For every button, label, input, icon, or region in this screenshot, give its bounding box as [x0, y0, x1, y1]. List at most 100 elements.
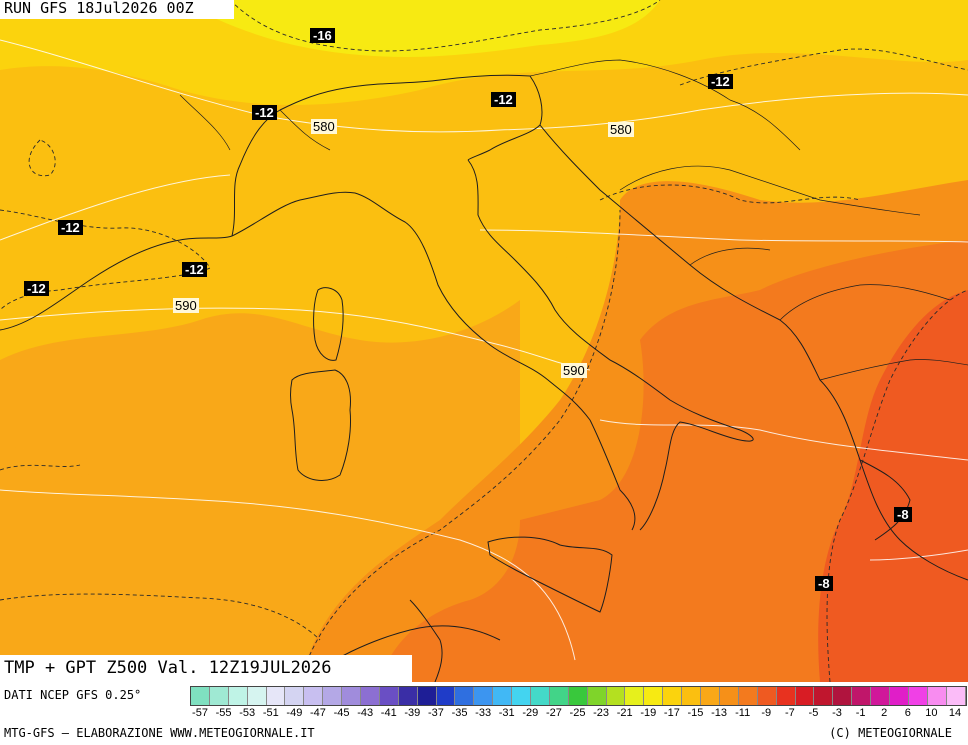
field-patch-adriatic	[560, 255, 599, 280]
field-yellow	[180, 0, 660, 57]
legend-tick-label: -55	[215, 707, 232, 719]
legend-tick-label: -3	[832, 707, 842, 719]
legend-tick-label: -39	[404, 707, 421, 719]
legend-swatch	[266, 687, 286, 705]
legend-swatch	[342, 687, 362, 705]
legend-tick-label: -9	[761, 707, 772, 719]
legend-tick-label: -35	[451, 707, 468, 719]
legend-swatch	[568, 687, 588, 705]
legend-tick-label: -41	[380, 707, 397, 719]
legend-swatch	[323, 687, 343, 705]
legend-swatch	[757, 687, 777, 705]
legend-swatch	[361, 687, 380, 705]
legend-tick-label: -33	[475, 707, 492, 719]
legend-swatch	[795, 687, 815, 705]
credit-left: MTG-GFS – ELABORAZIONE WWW.METEOGIORNALE…	[4, 726, 315, 740]
legend-swatch	[814, 687, 834, 705]
legend-swatch	[398, 687, 418, 705]
legend-swatch	[852, 687, 872, 705]
run-label: RUN GFS 18Jul2026 00Z	[0, 0, 234, 19]
legend-tick-label: -7	[784, 707, 795, 719]
legend-tick-label: -23	[593, 707, 610, 719]
legend-swatch	[663, 687, 683, 705]
field-red-orange	[380, 240, 968, 682]
legend-tick-label: 10	[925, 707, 938, 719]
legend-swatch	[625, 687, 645, 705]
legend-swatch	[228, 687, 248, 705]
legend-swatch	[719, 687, 739, 705]
geopotential-label: 580	[311, 119, 337, 134]
geopotential-label: 590	[173, 298, 199, 313]
temperature-label: -16	[310, 28, 335, 43]
data-source-label: DATI NCEP GFS 0.25°	[4, 688, 142, 702]
legend-swatch	[379, 687, 399, 705]
footer: DATI NCEP GFS 0.25° -57 -55 -53 -51 -49 -47 -4…	[0, 682, 968, 745]
legend-swatch	[531, 687, 550, 705]
legend-swatch	[946, 687, 966, 705]
legend-tick-label: 14	[948, 707, 962, 719]
legend-tick-label: -45	[333, 707, 350, 719]
legend-tick-label: -25	[569, 707, 586, 719]
legend-swatch	[701, 687, 720, 705]
legend-swatch	[512, 687, 532, 705]
legend-swatch	[889, 687, 909, 705]
temperature-label: -12	[24, 281, 49, 296]
legend-swatch	[247, 687, 267, 705]
legend-swatch	[587, 687, 607, 705]
legend-tick-label: -17	[663, 707, 680, 719]
legend-swatch	[493, 687, 513, 705]
legend-tick-label: -1	[855, 707, 866, 719]
legend-swatch	[833, 687, 853, 705]
geopotential-label: 580	[608, 122, 634, 137]
legend-tick-label: -13	[711, 707, 728, 719]
legend-tick-label: -21	[616, 707, 633, 719]
isohypses	[0, 39, 968, 661]
color-legend	[190, 686, 967, 706]
legend-swatch	[417, 687, 437, 705]
legend-tick-label: -43	[357, 707, 374, 719]
legend-swatch	[285, 687, 305, 705]
legend-swatch	[776, 687, 796, 705]
legend-swatch	[436, 687, 456, 705]
legend-tick-label: -47	[310, 707, 326, 719]
legend-swatch	[871, 687, 890, 705]
legend-tick-label: -57	[192, 707, 208, 719]
coastlines	[0, 59, 968, 682]
temperature-label: -12	[708, 74, 733, 89]
legend-swatch	[455, 687, 475, 705]
temperature-label: -12	[182, 262, 207, 277]
legend-tick-label: -29	[522, 707, 539, 719]
legend-swatch	[606, 687, 626, 705]
weather-map: RUN GFS 18Jul2026 00Z -16 -12 -12 -12 -1…	[0, 0, 968, 682]
temperature-label: -8	[815, 576, 833, 591]
field-red	[818, 290, 968, 682]
legend-tick-label: 6	[904, 707, 911, 719]
legend-swatch	[908, 687, 928, 705]
credit-right: (C) METEOGIORNALE	[829, 726, 952, 740]
legend-tick-label: 2	[881, 707, 888, 719]
legend-swatch	[304, 687, 324, 705]
legend-swatch	[474, 687, 494, 705]
legend-tick-label: -49	[286, 707, 303, 719]
valid-time-label: TMP + GPT Z500 Val. 12Z19JUL2026	[0, 655, 412, 682]
legend-tick-label: -51	[262, 707, 279, 719]
legend-swatch	[927, 687, 947, 705]
map-canvas	[0, 0, 968, 682]
temperature-label: -8	[894, 507, 912, 522]
legend-tick-label: -31	[498, 707, 515, 719]
temperature-label: -12	[58, 220, 83, 235]
legend-swatch	[738, 687, 758, 705]
legend-ticks: -57 -55 -53 -51 -49 -47 -45 -43 -41 -39 -37 -35 -33-…	[190, 707, 965, 721]
legend-tick-label: -11	[735, 707, 751, 719]
legend-swatch	[549, 687, 569, 705]
geopotential-label: 590	[561, 363, 587, 378]
field-patch-west	[0, 447, 120, 490]
legend-swatch	[682, 687, 702, 705]
temperature-label: -12	[491, 92, 516, 107]
legend-tick-label: -5	[808, 707, 819, 719]
legend-tick-label: -37	[427, 707, 444, 719]
legend-swatch	[644, 687, 664, 705]
legend-tick-label: -15	[687, 707, 704, 719]
temperature-label: -12	[252, 105, 277, 120]
legend-tick-label: -53	[239, 707, 256, 719]
